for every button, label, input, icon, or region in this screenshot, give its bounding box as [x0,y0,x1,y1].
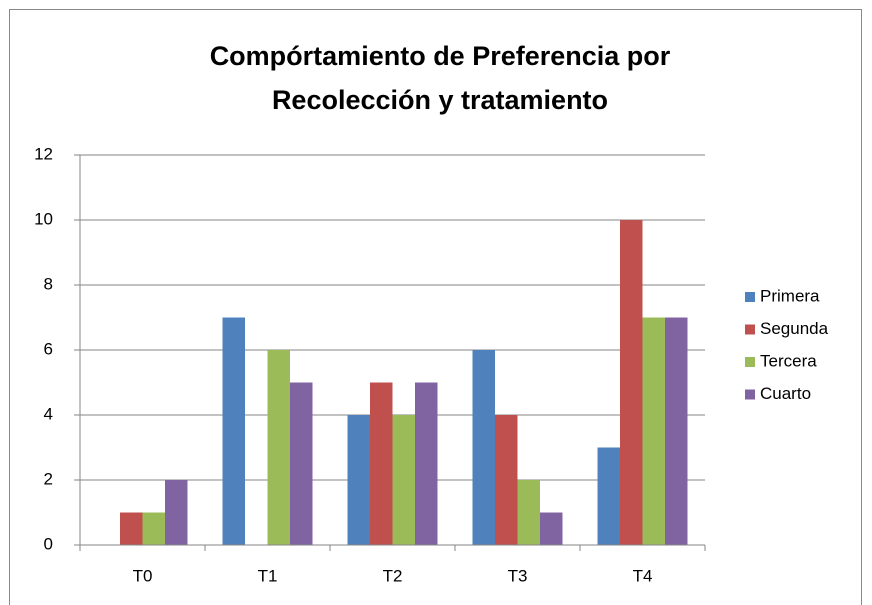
y-tick-label: 0 [44,534,53,553]
legend-label: Tercera [760,351,817,370]
legend-label: Primera [760,286,820,305]
bar [222,317,245,545]
bar [665,317,688,545]
bar [392,415,415,545]
bar [267,350,290,545]
legend-swatch [745,357,755,367]
y-tick-label: 8 [44,274,53,293]
bar [472,350,495,545]
x-tick-label: T1 [258,566,278,585]
legend-swatch [745,292,755,302]
x-tick-label: T2 [383,566,403,585]
bar [495,415,518,545]
bar [597,447,620,545]
bar [290,382,313,545]
bar [620,220,643,545]
x-tick-label: T4 [633,566,653,585]
bar [415,382,438,545]
chart-title: Recolección y tratamiento [272,85,608,115]
legend-label: Cuarto [760,384,811,403]
x-tick-label: T0 [133,566,153,585]
y-tick-label: 10 [34,209,53,228]
x-tick-label: T3 [508,566,528,585]
bar [540,512,563,545]
bar [142,512,165,545]
bar [517,480,540,545]
y-tick-label: 12 [34,144,53,163]
y-tick-label: 2 [44,469,53,488]
y-tick-label: 4 [44,404,53,423]
bar [642,317,665,545]
bar [165,480,188,545]
legend-swatch [745,389,755,400]
bar [370,382,393,545]
bar [347,415,370,545]
y-tick-label: 6 [44,339,53,358]
legend-swatch [745,324,755,335]
legend-label: Segunda [760,319,829,338]
bar [120,512,143,545]
chart-title: Compórtamiento de Preferencia por [210,41,671,71]
